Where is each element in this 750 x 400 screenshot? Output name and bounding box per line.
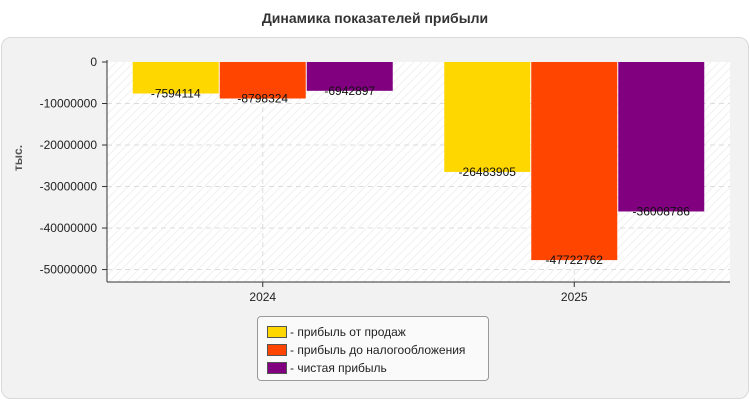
y-tick-label: -20000000 — [40, 138, 98, 152]
chart-title: Динамика показателей прибыли — [261, 10, 489, 26]
legend-swatch — [267, 362, 287, 374]
data-label: -47722762 — [546, 253, 604, 267]
legend-item: - прибыль до налогообложения — [267, 341, 488, 359]
data-label: -26483905 — [459, 165, 517, 179]
y-tick-label: -50000000 — [40, 263, 98, 277]
y-tick-label: -40000000 — [40, 221, 98, 235]
legend-item: - прибыль от продаж — [267, 323, 488, 341]
bar — [618, 62, 705, 212]
y-axis-label: тыс. — [11, 145, 25, 171]
data-label: -8798324 — [237, 92, 288, 106]
data-labels: -7594114 -26483905 -8798324 -47722762 -69428… — [151, 84, 690, 267]
data-label: -6942897 — [324, 84, 375, 98]
bar — [444, 62, 531, 172]
bar — [306, 62, 393, 91]
legend: - прибыль от продаж - прибыль до налогоо… — [257, 316, 489, 381]
legend-label: - прибыль от продаж — [290, 325, 406, 339]
bar — [132, 62, 219, 94]
y-tick-label: -10000000 — [40, 97, 98, 111]
data-label: -7594114 — [151, 87, 201, 101]
legend-swatch — [267, 326, 287, 338]
bar — [219, 62, 306, 99]
x-tick-label: 2024 — [249, 290, 276, 304]
legend-item: - чистая прибыль — [267, 359, 488, 377]
legend-swatch — [267, 344, 287, 356]
bars — [132, 62, 705, 261]
x-tick-label: 2025 — [561, 290, 588, 304]
data-label: -36008786 — [633, 204, 691, 218]
x-ticks: 2024 2025 — [249, 282, 588, 304]
y-tick-label: 0 — [90, 55, 97, 69]
legend-label: - прибыль до налогообложения — [290, 343, 466, 357]
legend-label: - чистая прибыль — [290, 361, 387, 375]
y-tick-label: -30000000 — [40, 180, 98, 194]
bar — [531, 62, 618, 261]
y-ticks: 0 -10000000 -20000000 -30000000 -40000000 -50… — [40, 55, 107, 277]
